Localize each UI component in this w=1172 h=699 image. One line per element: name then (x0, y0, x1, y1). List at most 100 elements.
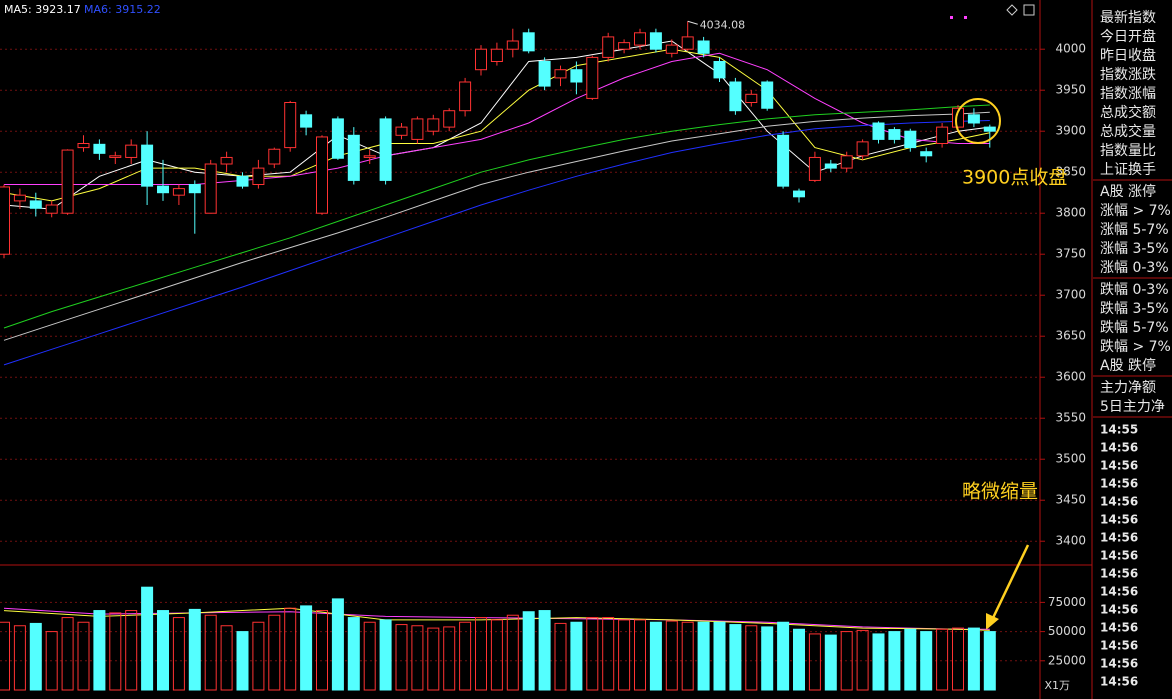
time-label: 14:56 (1100, 477, 1138, 491)
volume-bar (284, 607, 297, 691)
candle-body (983, 126, 996, 132)
y-tick-label: 3800 (1055, 206, 1086, 220)
side-label: 指数量比 (1100, 143, 1156, 159)
candle-body (793, 190, 805, 198)
candle-body (713, 61, 726, 79)
volume-bar (252, 621, 265, 691)
volume-bar (952, 627, 964, 691)
volume-bar (93, 610, 106, 691)
time-label: 14:56 (1100, 513, 1138, 527)
time-label: 14:56 (1100, 639, 1138, 653)
volume-bar (697, 621, 710, 691)
candle-body (411, 118, 424, 140)
volume-bar (856, 629, 869, 691)
time-label: 14:56 (1100, 495, 1138, 509)
volume-bar (459, 621, 472, 691)
volume-bar (506, 614, 519, 691)
volume-bar (13, 625, 26, 691)
volume-bar (125, 610, 138, 691)
candle-body (443, 110, 456, 128)
y-tick-label: 3900 (1055, 124, 1086, 138)
volume-bar (888, 631, 901, 691)
volume-bar (618, 619, 631, 691)
volume-bar (268, 614, 281, 691)
side-label: 总成交量 (1100, 123, 1156, 140)
candle-body (681, 36, 694, 50)
candle-body (554, 69, 567, 79)
volume-bar (729, 624, 742, 691)
volume-bar (157, 610, 169, 691)
y-tick-label: 3500 (1055, 452, 1086, 466)
volume-bar (808, 633, 821, 691)
volume-bar (188, 608, 201, 691)
volume-bar (904, 628, 917, 691)
volume-bar (77, 621, 90, 691)
candle-body (284, 102, 297, 149)
y-tick-label: 75000 (1048, 595, 1086, 609)
side-label: 总成交额 (1100, 104, 1156, 121)
candle-body (952, 107, 964, 128)
volume-bar (840, 631, 853, 691)
candle-body (920, 151, 933, 157)
candle-body (602, 36, 615, 58)
side-label: 上证换手 (1100, 161, 1156, 178)
volume-bar (316, 610, 328, 691)
volume-bar (236, 631, 249, 691)
volume (0, 586, 996, 691)
volume-bar (713, 621, 726, 691)
side-label: 涨幅 5-7% (1100, 222, 1169, 238)
candle-body (634, 32, 646, 46)
time-label: 14:56 (1100, 675, 1138, 689)
candle-body (538, 61, 551, 87)
side-label: 跌幅 3-5% (1100, 301, 1169, 317)
y-tick-label: 3400 (1055, 534, 1086, 548)
candle-body (824, 163, 837, 169)
volume-bar (872, 633, 885, 691)
side-label: 指数涨幅 (1100, 86, 1156, 102)
y-tick-label: 3650 (1055, 329, 1086, 343)
candle-body (379, 118, 392, 181)
time-label: 14:56 (1100, 657, 1138, 671)
volume-bar (204, 614, 217, 691)
time-label: 14:56 (1100, 549, 1138, 563)
candle-body (331, 118, 344, 159)
icon[interactable] (1023, 4, 1035, 16)
ma-line (3, 111, 990, 341)
time-label: 14:55 (1100, 423, 1138, 437)
ma-line (3, 104, 990, 329)
arrow (990, 544, 1030, 621)
volume-bar (665, 620, 678, 691)
volume-bar (570, 621, 583, 691)
candle-body (13, 194, 26, 202)
volume-bar (777, 621, 790, 691)
y-tick-label: 50000 (1048, 624, 1086, 638)
y-tick-label: 3750 (1055, 247, 1086, 261)
candle-body (347, 134, 360, 181)
y-tick-label: 3600 (1055, 370, 1086, 384)
side-label: 跌幅 0-3% (1100, 282, 1169, 298)
volume-bar (936, 628, 949, 691)
volume-bar (793, 628, 805, 691)
volume-bar (967, 627, 980, 691)
candle-body (888, 129, 901, 140)
candle-body (490, 48, 503, 63)
y-tick-label: 3950 (1055, 83, 1086, 97)
volume-bar (395, 624, 408, 691)
volume-bar (172, 617, 185, 691)
ma-line (3, 120, 990, 366)
volume-bar (45, 631, 58, 691)
side-label: 今日开盘 (1100, 28, 1156, 45)
candle-body (570, 69, 583, 83)
candle-body (204, 163, 217, 214)
grid: 3400 3450 3500 3550 3600 3650 3700 3750 3800 3850… (0, 42, 1086, 692)
icon[interactable] (1006, 4, 1018, 16)
candle-body (0, 186, 10, 255)
volume-bar (141, 586, 154, 691)
candle-body (45, 204, 58, 214)
side-label: 5日主力净 (1100, 399, 1165, 415)
y-tick-label: 3850 (1055, 165, 1086, 179)
candle-body (29, 200, 42, 209)
time-label: 14:56 (1100, 567, 1138, 581)
volume-bar (554, 622, 567, 691)
volume-bar (29, 622, 42, 691)
